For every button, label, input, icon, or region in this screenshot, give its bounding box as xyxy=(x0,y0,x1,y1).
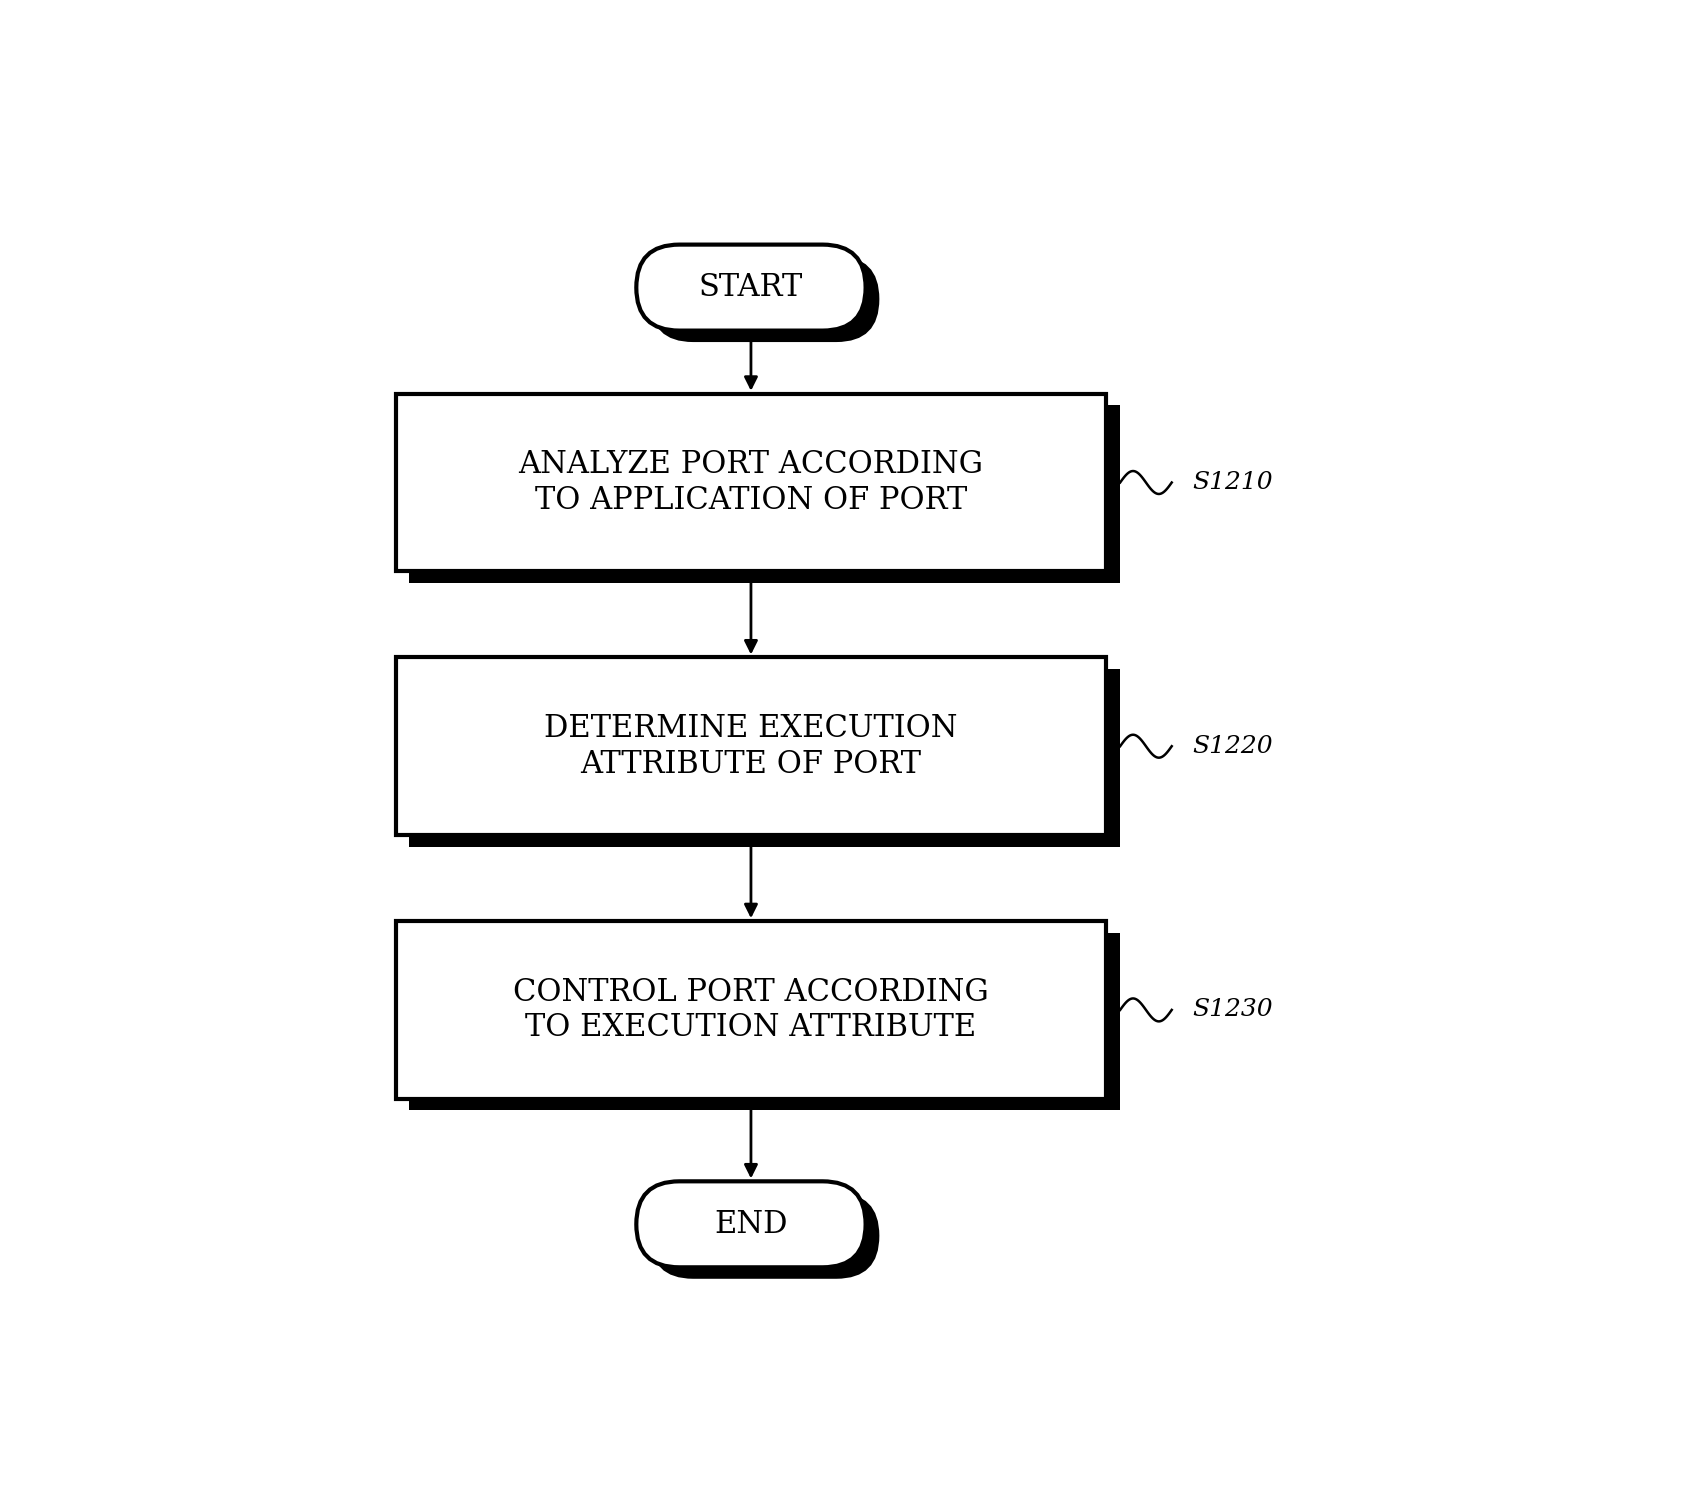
Text: CONTROL PORT ACCORDING
TO EXECUTION ATTRIBUTE: CONTROL PORT ACCORDING TO EXECUTION ATTR… xyxy=(513,977,988,1044)
Text: S1230: S1230 xyxy=(1192,999,1274,1021)
FancyBboxPatch shape xyxy=(637,1181,865,1267)
FancyBboxPatch shape xyxy=(395,657,1106,835)
FancyBboxPatch shape xyxy=(409,669,1120,847)
FancyBboxPatch shape xyxy=(395,922,1106,1099)
FancyBboxPatch shape xyxy=(637,244,865,331)
FancyBboxPatch shape xyxy=(650,1193,880,1279)
FancyBboxPatch shape xyxy=(409,932,1120,1111)
FancyBboxPatch shape xyxy=(395,393,1106,572)
Text: ANALYZE PORT ACCORDING
TO APPLICATION OF PORT: ANALYZE PORT ACCORDING TO APPLICATION OF… xyxy=(519,450,983,515)
Text: S1210: S1210 xyxy=(1192,471,1274,494)
Text: END: END xyxy=(714,1209,787,1240)
Text: START: START xyxy=(699,272,802,304)
Text: DETERMINE EXECUTION
ATTRIBUTE OF PORT: DETERMINE EXECUTION ATTRIBUTE OF PORT xyxy=(544,713,958,780)
FancyBboxPatch shape xyxy=(409,405,1120,582)
FancyBboxPatch shape xyxy=(650,256,880,342)
Text: S1220: S1220 xyxy=(1192,734,1274,758)
